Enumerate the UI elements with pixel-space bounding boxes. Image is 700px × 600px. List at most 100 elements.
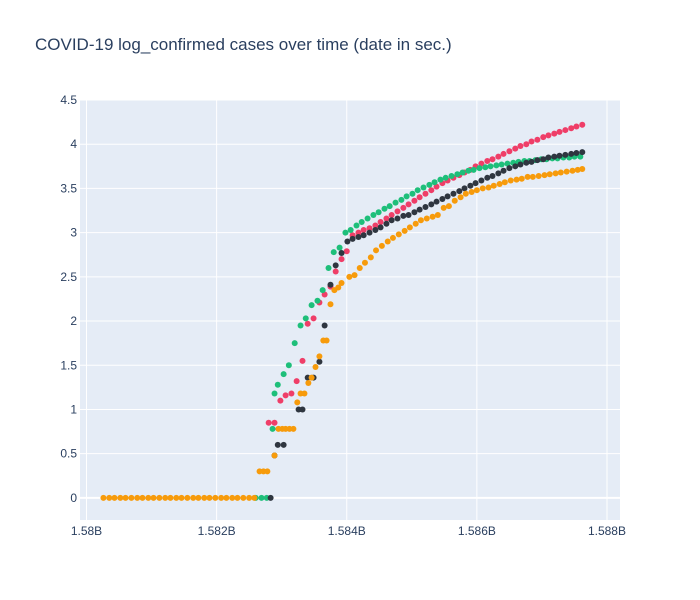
data-point [319, 287, 326, 294]
data-point [416, 194, 423, 201]
data-point [422, 203, 429, 210]
chart-title: COVID-19 log_confirmed cases over time (… [35, 35, 452, 54]
data-point [280, 441, 287, 448]
x-tick-label: 1.586B [458, 524, 496, 538]
data-point [579, 165, 586, 172]
data-point [372, 226, 379, 233]
data-point [314, 297, 321, 304]
data-point [562, 151, 569, 158]
data-point [459, 169, 466, 176]
data-point [428, 201, 435, 208]
data-point [495, 170, 502, 177]
data-points [100, 121, 586, 501]
data-point [302, 315, 309, 322]
data-point [316, 353, 323, 360]
x-tick-label: 1.588B [588, 524, 626, 538]
data-point [388, 211, 395, 218]
data-point [258, 494, 265, 501]
data-point [383, 215, 390, 222]
series-3 [267, 149, 586, 501]
data-point [552, 170, 559, 177]
data-point [562, 127, 569, 134]
data-point [327, 301, 334, 308]
data-point [377, 219, 384, 226]
data-point [297, 322, 304, 329]
data-point [450, 190, 457, 197]
data-point [462, 190, 469, 197]
data-point [535, 173, 542, 180]
data-point [512, 145, 519, 152]
data-point [201, 494, 208, 501]
data-point [545, 154, 552, 161]
data-point [323, 337, 330, 344]
y-tick-label: 2.5 [60, 270, 77, 284]
y-tick-label: 4 [70, 137, 77, 151]
data-point [373, 247, 380, 254]
data-point [336, 244, 343, 251]
data-point [139, 494, 146, 501]
x-tick-label: 1.584B [328, 524, 366, 538]
data-point [229, 494, 236, 501]
data-point [308, 374, 315, 381]
data-point [442, 174, 449, 181]
data-point [529, 173, 536, 180]
data-point [351, 272, 358, 279]
y-tick-label: 1 [70, 402, 77, 416]
data-point [512, 163, 519, 170]
y-tick-label: 0.5 [60, 447, 77, 461]
data-point [173, 494, 180, 501]
data-point [389, 234, 396, 241]
data-point [332, 262, 339, 269]
data-point [395, 231, 402, 238]
data-point [304, 320, 311, 327]
data-point [325, 265, 332, 271]
data-point [384, 238, 391, 245]
data-point [422, 190, 429, 197]
data-point [386, 203, 393, 210]
data-point [156, 494, 163, 501]
data-point [451, 197, 458, 204]
data-point [507, 177, 514, 184]
data-point [338, 280, 345, 287]
data-point [479, 185, 486, 192]
data-point [534, 157, 541, 164]
data-point [330, 249, 337, 256]
data-point [487, 163, 494, 170]
data-point [428, 187, 435, 194]
data-point [310, 315, 317, 322]
y-tick-label: 2 [70, 314, 77, 328]
data-point [117, 494, 124, 501]
data-point [346, 273, 353, 280]
data-point [573, 150, 580, 157]
data-point [150, 494, 157, 501]
data-point [327, 281, 334, 288]
data-point [356, 265, 363, 271]
data-point [403, 193, 410, 200]
data-point [493, 162, 500, 169]
data-point [545, 132, 552, 139]
data-point [500, 150, 507, 157]
data-point [274, 441, 281, 448]
data-point [456, 188, 463, 195]
data-point [473, 187, 480, 194]
data-point [378, 242, 385, 249]
data-point [394, 215, 401, 222]
data-point [308, 302, 315, 309]
data-point [342, 229, 349, 236]
data-point [388, 217, 395, 224]
data-point [568, 150, 575, 157]
data-point [476, 165, 483, 172]
axis-tick-labels: 0 0.5 1 1.5 2 2.5 3 3.5 4 4.5 1.58B 1.582B 1.584B 1.5… [60, 93, 626, 538]
x-tick-label: 1.582B [198, 524, 236, 538]
data-point [423, 215, 430, 222]
data-point [534, 136, 541, 143]
data-point [162, 494, 169, 501]
y-tick-label: 3.5 [60, 181, 77, 195]
data-point [305, 379, 312, 386]
data-point [569, 167, 576, 174]
data-point [540, 134, 547, 141]
data-point [431, 179, 438, 186]
y-tick-label: 3 [70, 226, 77, 240]
data-point [406, 224, 413, 231]
data-point [361, 259, 368, 266]
